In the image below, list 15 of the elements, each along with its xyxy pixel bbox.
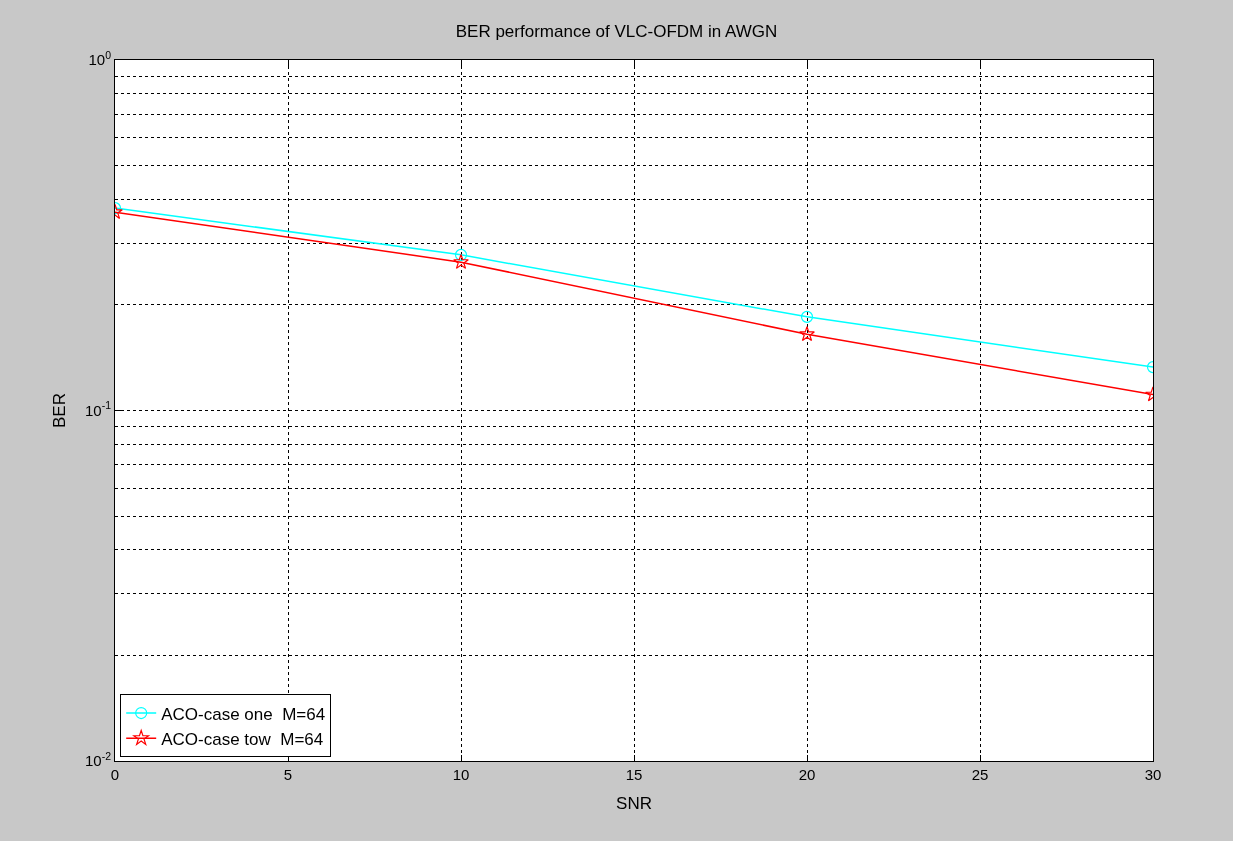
x-tick-label: 0 [110,766,120,783]
x-axis-title: SNR [616,794,652,814]
y-tick-label: 10$^{0}$ [88,48,112,69]
x-tick-label: 15 [625,766,643,783]
y-tick-label: 10$^{-2}$ [84,749,112,770]
x-tick-label: 25 [971,766,989,783]
y-tick-label: 10$^{-1}$ [84,399,112,419]
legend-label: ACO-case one M=64 [161,704,326,724]
x-tick-label: 20 [798,766,816,783]
x-tick-label: 5 [283,766,293,783]
chart-title: BER performance of VLC-OFDM in AWGN [455,22,778,42]
legend-label: ACO-case tow M=64 [161,729,324,749]
x-tick-label: 10 [452,766,470,783]
x-tick-label: 30 [1144,766,1162,783]
y-axis-title: BER [49,393,69,428]
